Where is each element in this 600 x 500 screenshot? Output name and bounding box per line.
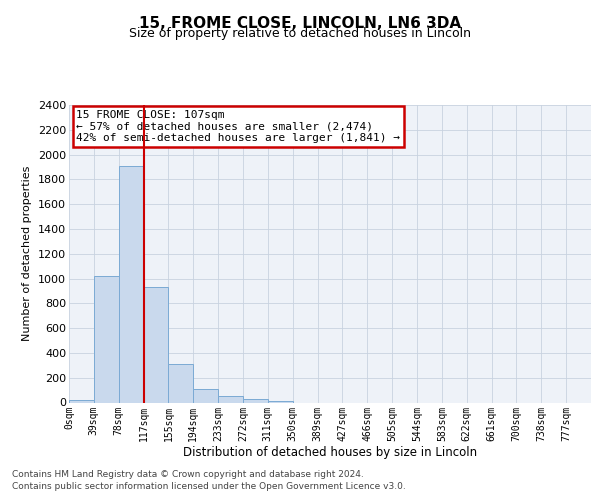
Bar — [94, 276, 119, 402]
Bar — [243, 399, 268, 402]
Bar — [193, 390, 218, 402]
Bar — [169, 364, 193, 403]
Bar — [69, 400, 94, 402]
Text: 15 FROME CLOSE: 107sqm
← 57% of detached houses are smaller (2,474)
42% of semi-: 15 FROME CLOSE: 107sqm ← 57% of detached… — [76, 110, 400, 143]
Text: Contains public sector information licensed under the Open Government Licence v3: Contains public sector information licen… — [12, 482, 406, 491]
Y-axis label: Number of detached properties: Number of detached properties — [22, 166, 32, 342]
Text: 15, FROME CLOSE, LINCOLN, LN6 3DA: 15, FROME CLOSE, LINCOLN, LN6 3DA — [139, 16, 461, 31]
Text: Size of property relative to detached houses in Lincoln: Size of property relative to detached ho… — [129, 28, 471, 40]
X-axis label: Distribution of detached houses by size in Lincoln: Distribution of detached houses by size … — [183, 446, 477, 459]
Bar — [143, 287, 169, 403]
Bar — [119, 166, 143, 402]
Bar — [218, 396, 243, 402]
Text: Contains HM Land Registry data © Crown copyright and database right 2024.: Contains HM Land Registry data © Crown c… — [12, 470, 364, 479]
Bar — [268, 400, 293, 402]
